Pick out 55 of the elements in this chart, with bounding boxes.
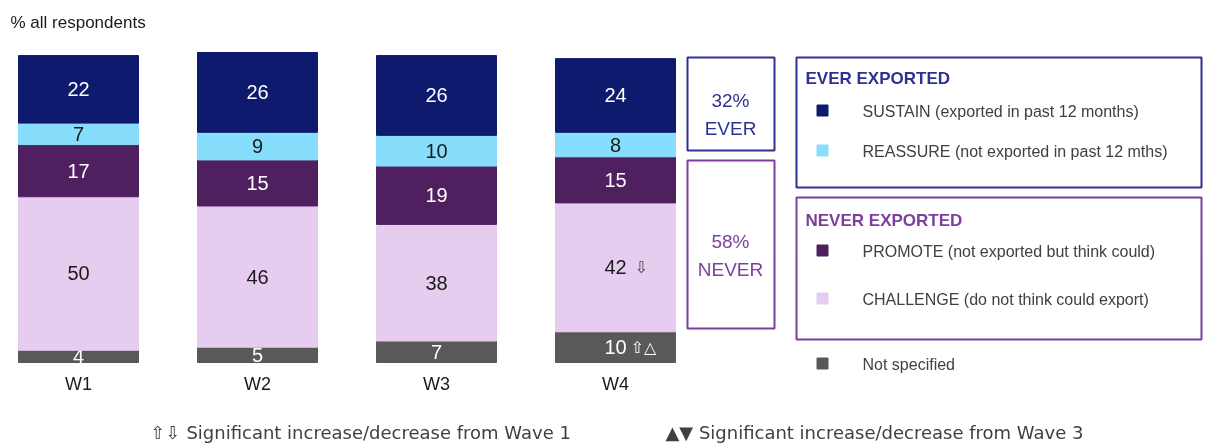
bar: [555, 202, 676, 333]
data-label: 17: [67, 159, 90, 182]
bar: [197, 131, 318, 161]
bar: [376, 134, 497, 167]
x-tick-label: W3: [423, 373, 450, 394]
legend-label: SUSTAIN (exported in past 12 months): [862, 102, 1139, 120]
bar: [376, 165, 497, 225]
data-label: 9: [251, 135, 264, 158]
annotation: 32% EVER: [704, 90, 757, 139]
data-label: 50: [67, 262, 90, 285]
y-axis-title: % all respondents: [10, 13, 146, 32]
data-label: 46: [246, 265, 269, 288]
data-label: 19: [425, 184, 448, 207]
data-label: 10: [425, 139, 448, 162]
bar: [555, 131, 676, 158]
legend-label: CHALLENGE (do not think could export): [862, 290, 1149, 308]
text: ▲▼ Significant increase/decrease from Wave 3: [665, 422, 1084, 443]
legend-label: REASSURE (not exported in past 12 mths): [862, 142, 1168, 160]
data-label: 22: [67, 78, 90, 101]
annotation: 58% NEVER: [697, 231, 764, 280]
x-tick-label: W4: [602, 373, 629, 394]
bar: [18, 144, 139, 198]
data-label: 42: [604, 256, 627, 279]
data-label: 5: [251, 343, 264, 366]
bar: [197, 52, 318, 133]
data-label: 7: [72, 122, 85, 145]
data-label: 7: [430, 340, 443, 363]
bar: [18, 122, 139, 146]
x-tick-label: W2: [244, 373, 271, 394]
data-label: 26: [246, 81, 269, 104]
data-label: 15: [246, 171, 269, 194]
text: ⇧⇩ Significant increase/decrease from Wave 1: [150, 422, 571, 443]
bar: [376, 340, 497, 363]
data-label: 26: [425, 84, 448, 107]
annotation: ⇩: [634, 258, 648, 277]
data-label: 38: [425, 271, 448, 294]
bar: [555, 331, 676, 363]
data-label: 8: [609, 133, 622, 156]
text: NEVER EXPORTED: [805, 211, 963, 230]
bar: [555, 156, 676, 204]
bar: [555, 58, 676, 133]
text: EVER EXPORTED: [805, 69, 951, 88]
bar: [376, 223, 497, 342]
annotation: ⇧△: [630, 338, 657, 357]
legend-label: PROMOTE (not exported but think could): [862, 242, 1156, 260]
data-label: 15: [604, 168, 627, 191]
data-label: 24: [604, 84, 627, 107]
bar: [18, 196, 139, 351]
bar: [18, 55, 139, 124]
data-label: 10: [604, 336, 627, 359]
bar: [376, 55, 497, 136]
bar: [197, 159, 318, 207]
legend-label: Not specified: [862, 355, 955, 373]
x-tick-label: W1: [65, 373, 92, 394]
bar: [197, 205, 318, 348]
